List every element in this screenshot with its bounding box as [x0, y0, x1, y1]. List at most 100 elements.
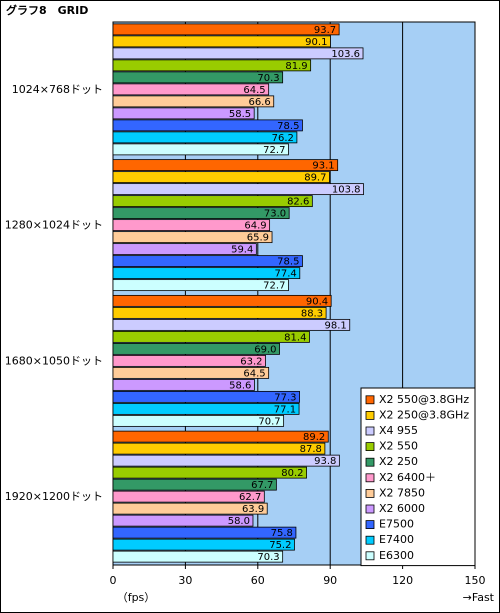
value-label: 93.7: [314, 25, 336, 36]
legend-label: E7500: [379, 518, 414, 531]
bar: [112, 454, 340, 467]
bar: [112, 207, 290, 220]
legend-swatch: [365, 426, 375, 436]
bar: [112, 95, 275, 108]
bar: [112, 466, 307, 479]
value-label: 75.8: [271, 528, 293, 539]
value-label: 93.8: [314, 456, 336, 467]
bar: [112, 171, 330, 184]
legend-box: [360, 387, 476, 567]
bar: [112, 402, 300, 415]
x-tick-label: 90: [323, 574, 337, 587]
legend-label: X2 7850: [379, 486, 425, 499]
value-label: 103.8: [332, 185, 361, 196]
bar: [112, 526, 297, 539]
bar: [112, 59, 312, 72]
legend-swatch: [365, 457, 375, 467]
value-label: 80.2: [281, 468, 303, 479]
bar: [112, 306, 327, 319]
bar: [112, 255, 303, 268]
bar: [112, 243, 257, 256]
value-label: 81.4: [284, 332, 306, 343]
legend-swatch: [365, 535, 375, 545]
legend-swatch: [365, 395, 375, 405]
category-label: 1680×1050ドット: [5, 354, 103, 367]
bar: [112, 366, 270, 379]
value-label: 62.7: [239, 492, 261, 503]
value-label: 82.6: [287, 197, 309, 208]
category-label: 1280×1024ドット: [5, 219, 103, 232]
bar: [112, 390, 300, 403]
bar: [112, 550, 284, 563]
bar: [112, 330, 310, 343]
value-label: 98.1: [324, 320, 346, 331]
legend-label: X2 550@3.8GHz: [379, 393, 469, 406]
legend-label: X2 6400＋: [379, 471, 436, 484]
bar: [112, 23, 340, 36]
value-label: 90.4: [306, 296, 328, 307]
value-label: 103.6: [331, 49, 360, 60]
annotation: →Fast: [463, 591, 495, 604]
bar: [112, 219, 271, 232]
x-tick-label: 30: [178, 574, 192, 587]
bar: [112, 294, 332, 307]
value-label: 77.4: [275, 269, 297, 280]
x-label: （fps）: [117, 591, 156, 604]
bar: [112, 131, 298, 144]
value-label: 69.0: [254, 344, 276, 355]
x-tick-label: 150: [465, 574, 486, 587]
value-label: 89.2: [303, 432, 325, 443]
legend-label: X2 6000: [379, 502, 425, 515]
bar: [112, 538, 295, 551]
value-label: 63.2: [240, 356, 262, 367]
value-label: 72.7: [263, 281, 285, 292]
bar: [112, 514, 254, 527]
value-label: 78.5: [277, 257, 299, 268]
value-label: 78.5: [277, 121, 299, 132]
legend-swatch: [365, 520, 375, 529]
legend-label: E6300: [379, 549, 414, 562]
x-tick-label: 60: [251, 574, 265, 587]
value-label: 64.9: [244, 221, 266, 232]
legend-label: X2 250@3.8GHz: [379, 408, 469, 421]
bar: [112, 143, 289, 156]
bar: [112, 35, 331, 48]
bar: [112, 430, 329, 443]
value-label: 67.7: [251, 480, 273, 491]
bar: [112, 318, 351, 331]
value-label: 70.3: [257, 552, 279, 563]
value-label: 77.3: [274, 392, 296, 403]
value-label: 76.2: [272, 133, 294, 144]
value-label: 72.7: [263, 145, 285, 156]
bar: [112, 378, 255, 391]
value-label: 64.5: [243, 85, 265, 96]
value-label: 66.6: [248, 97, 270, 108]
value-label: 70.7: [258, 416, 280, 427]
bar: [112, 47, 364, 60]
legend-swatch: [365, 410, 375, 420]
bar: [112, 183, 364, 196]
value-label: 81.9: [285, 61, 307, 72]
value-label: 90.1: [305, 37, 327, 48]
bar: [112, 478, 277, 491]
bar: [112, 414, 285, 427]
bar: [112, 83, 270, 96]
value-label: 93.1: [312, 161, 334, 172]
value-label: 64.5: [243, 368, 265, 379]
value-label: 58.5: [229, 109, 251, 120]
category-label: 1920×1200ドット: [5, 490, 103, 503]
legend-label: X4 955: [379, 424, 418, 437]
x-tick-label: 120: [392, 574, 413, 587]
legend-label: E7400: [379, 533, 414, 546]
legend-swatch: [365, 504, 375, 514]
bar: [112, 442, 326, 455]
value-label: 65.9: [247, 233, 269, 244]
bar: [112, 267, 301, 280]
legend-label: X2 550: [379, 440, 418, 453]
bar: [112, 342, 280, 355]
chart-title: グラフ8 GRID: [6, 3, 88, 17]
legend-swatch: [365, 473, 375, 483]
bar: [112, 279, 289, 292]
bar: [112, 231, 273, 244]
